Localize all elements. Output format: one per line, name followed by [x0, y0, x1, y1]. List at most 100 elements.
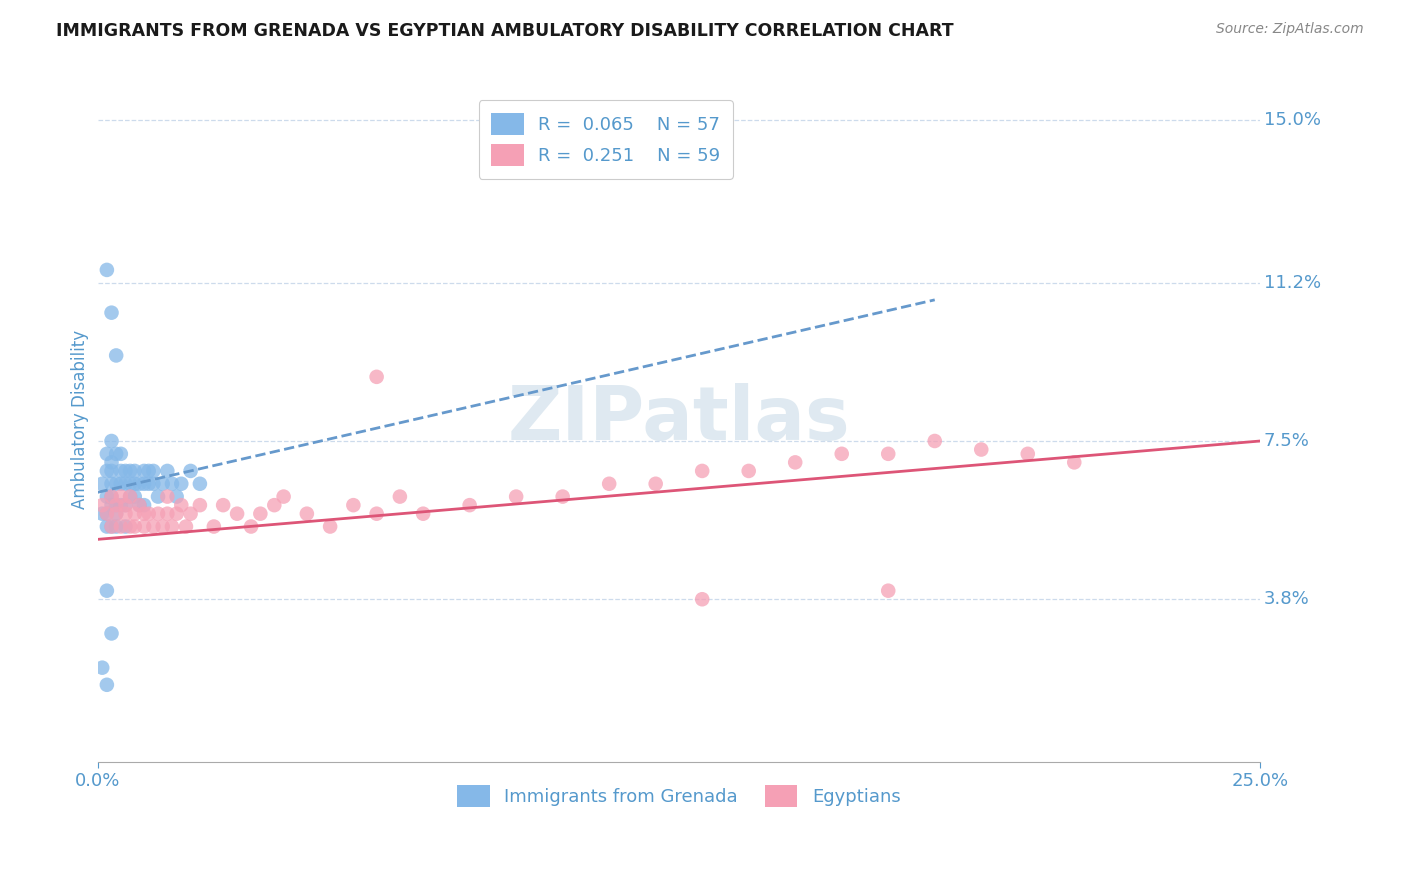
- Point: [100, 626, 122, 640]
- Point: [180, 464, 202, 478]
- Point: [110, 519, 132, 533]
- Point: [114, 498, 136, 512]
- Point: [1017, 447, 1039, 461]
- Point: [105, 498, 128, 512]
- Point: [100, 306, 122, 320]
- Point: [551, 490, 574, 504]
- Point: [738, 464, 761, 478]
- Point: [91, 661, 114, 675]
- Text: 7.5%: 7.5%: [1264, 432, 1309, 450]
- Point: [598, 476, 620, 491]
- Point: [100, 490, 122, 504]
- Point: [105, 519, 128, 533]
- Point: [877, 583, 900, 598]
- Point: [120, 464, 142, 478]
- Point: [105, 507, 128, 521]
- Point: [273, 490, 295, 504]
- Point: [96, 507, 118, 521]
- Point: [100, 434, 122, 448]
- Point: [170, 476, 193, 491]
- Point: [160, 519, 183, 533]
- Point: [96, 583, 118, 598]
- Point: [188, 476, 211, 491]
- Point: [96, 447, 118, 461]
- Point: [100, 490, 122, 504]
- Point: [342, 498, 364, 512]
- Point: [110, 498, 132, 512]
- Point: [690, 592, 713, 607]
- Point: [156, 490, 179, 504]
- Point: [785, 455, 807, 469]
- Text: Source: ZipAtlas.com: Source: ZipAtlas.com: [1216, 22, 1364, 37]
- Point: [124, 464, 146, 478]
- Point: [138, 507, 160, 521]
- Point: [96, 263, 118, 277]
- Point: [877, 447, 900, 461]
- Point: [91, 476, 114, 491]
- Point: [263, 498, 285, 512]
- Point: [124, 476, 146, 491]
- Point: [110, 464, 132, 478]
- Point: [188, 498, 211, 512]
- Point: [142, 476, 165, 491]
- Point: [96, 490, 118, 504]
- Point: [91, 498, 114, 512]
- Point: [124, 519, 146, 533]
- Point: [114, 507, 136, 521]
- Point: [132, 464, 155, 478]
- Point: [202, 519, 225, 533]
- Point: [690, 464, 713, 478]
- Y-axis label: Ambulatory Disability: Ambulatory Disability: [72, 330, 89, 509]
- Point: [96, 519, 118, 533]
- Point: [100, 455, 122, 469]
- Point: [132, 476, 155, 491]
- Point: [1063, 455, 1085, 469]
- Point: [100, 498, 122, 512]
- Point: [120, 490, 142, 504]
- Point: [91, 507, 114, 521]
- Point: [96, 507, 118, 521]
- Point: [105, 348, 128, 362]
- Point: [226, 507, 249, 521]
- Point: [105, 498, 128, 512]
- Point: [180, 507, 202, 521]
- Point: [644, 476, 666, 491]
- Point: [120, 490, 142, 504]
- Point: [124, 507, 146, 521]
- Text: ZIPatlas: ZIPatlas: [508, 383, 851, 456]
- Point: [831, 447, 853, 461]
- Point: [156, 464, 179, 478]
- Point: [120, 519, 142, 533]
- Point: [100, 464, 122, 478]
- Point: [160, 476, 183, 491]
- Point: [128, 498, 150, 512]
- Point: [105, 507, 128, 521]
- Point: [240, 519, 263, 533]
- Text: 15.0%: 15.0%: [1264, 112, 1320, 129]
- Point: [114, 464, 136, 478]
- Point: [142, 464, 165, 478]
- Point: [505, 490, 527, 504]
- Point: [132, 498, 155, 512]
- Point: [970, 442, 993, 457]
- Point: [142, 519, 165, 533]
- Point: [114, 519, 136, 533]
- Point: [110, 476, 132, 491]
- Point: [100, 519, 122, 533]
- Text: 11.2%: 11.2%: [1264, 274, 1320, 292]
- Point: [212, 498, 235, 512]
- Point: [170, 498, 193, 512]
- Point: [96, 678, 118, 692]
- Point: [166, 490, 188, 504]
- Legend: Immigrants from Grenada, Egyptians: Immigrants from Grenada, Egyptians: [450, 778, 908, 814]
- Point: [138, 476, 160, 491]
- Point: [110, 447, 132, 461]
- Point: [114, 476, 136, 491]
- Point: [366, 507, 388, 521]
- Point: [166, 507, 188, 521]
- Point: [924, 434, 946, 448]
- Point: [120, 476, 142, 491]
- Point: [249, 507, 271, 521]
- Point: [388, 490, 411, 504]
- Point: [100, 476, 122, 491]
